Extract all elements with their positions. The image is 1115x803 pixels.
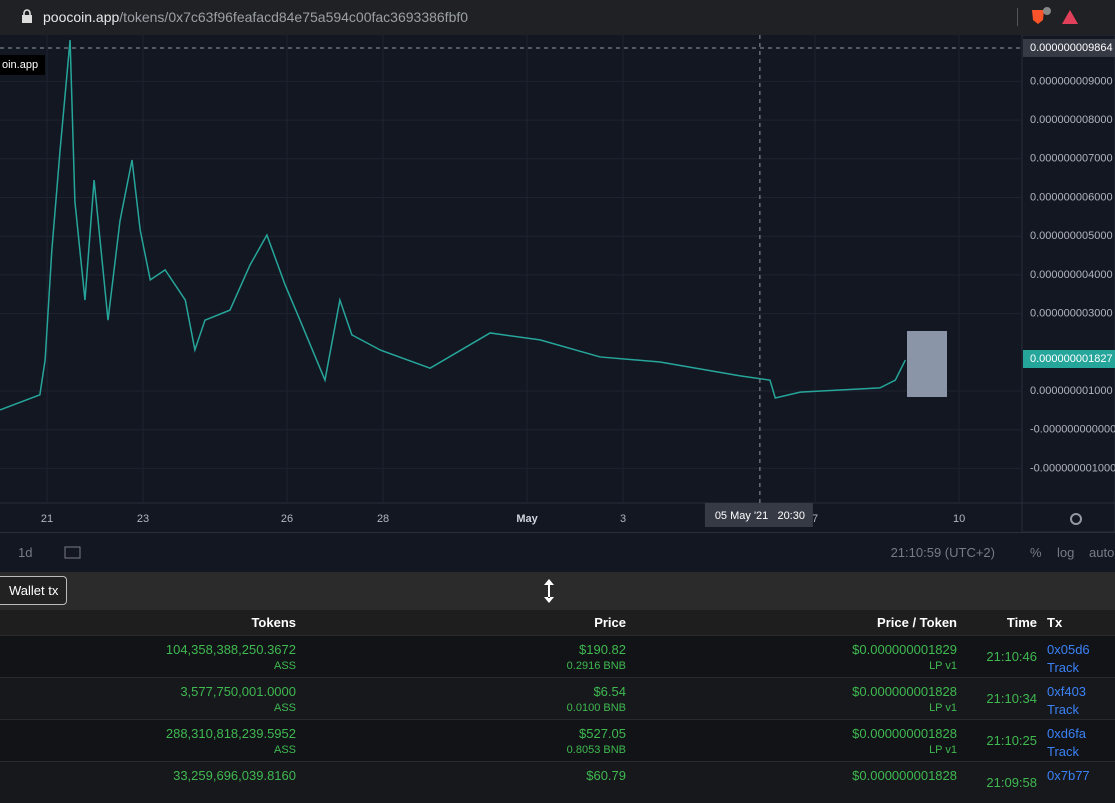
watermark: oin.app	[2, 59, 38, 71]
price-axis	[1021, 35, 1115, 532]
crosshair-x-box	[704, 503, 813, 527]
column-header: Price / Token	[877, 615, 957, 630]
divider	[1017, 8, 1018, 26]
logo-image	[907, 331, 947, 397]
crosshair-y-label: 0.000000009864	[1030, 42, 1113, 54]
table-row: 3,577,750,001.0000 ASS $6.54 0.0100 BNB $0.0…	[0, 677, 1115, 719]
lock-icon	[22, 9, 32, 23]
price-chart[interactable]: 0.000000009000 0.000000008000 0.0000000070…	[0, 35, 1115, 532]
table-row: 33,259,696,039.8160 $60.79 $0.000000001828…	[0, 761, 1115, 803]
last-price-box	[1023, 349, 1115, 368]
x-tick-label: 10	[953, 513, 965, 525]
interval-button[interactable]: 1d	[18, 545, 33, 560]
cell: LP v1	[929, 744, 957, 756]
x-tick-label: 3	[620, 513, 626, 525]
y-tick-label: 0.000000007000	[1030, 153, 1113, 165]
column-header: Time	[1006, 615, 1037, 630]
cell: $0.000000001828	[852, 684, 957, 699]
y-tick-label: 0.000000009000	[1030, 75, 1113, 87]
cell: $190.82	[579, 642, 626, 657]
x-tick-label: May	[516, 513, 538, 525]
column-header: Tx	[1047, 615, 1063, 630]
cell: $0.000000001828	[852, 726, 957, 741]
plot-area	[0, 35, 1022, 503]
cell: ASS	[273, 660, 296, 672]
table-row: 288,310,818,239.5952 ASS $527.05 0.8053 BNB…	[0, 719, 1115, 761]
column-header: Price	[594, 615, 626, 630]
cell: 0.0100 BNB	[566, 702, 626, 714]
x-tick-label: 7	[812, 513, 818, 525]
cell: $6.54	[593, 684, 626, 699]
x-tick-label: 28	[377, 513, 389, 525]
cell: 21:10:46	[986, 649, 1037, 664]
last-price-label: 0.000000001827	[1030, 353, 1113, 365]
cell: 3,577,750,001.0000	[180, 684, 296, 699]
cell: ASS	[273, 744, 296, 756]
tx-link[interactable]: Track	[1047, 660, 1080, 675]
y-tick-label: 0.000000006000	[1030, 191, 1113, 203]
cell: 21:10:34	[986, 691, 1037, 706]
cell: $0.000000001829	[852, 642, 957, 657]
cell: ASS	[273, 702, 296, 714]
log-button[interactable]: log	[1057, 545, 1075, 560]
cell: 104,358,388,250.3672	[165, 642, 296, 657]
percent-button[interactable]: %	[1030, 545, 1042, 560]
resize-icon[interactable]	[542, 578, 556, 604]
tx-link[interactable]: 0x7b77	[1047, 768, 1090, 783]
crosshair-x-label: 05 May '21 20:30	[715, 510, 805, 522]
cell: LP v1	[929, 660, 957, 672]
cell: 288,310,818,239.5952	[165, 726, 296, 741]
column-header: Tokens	[251, 615, 296, 630]
tx-link[interactable]: Track	[1047, 702, 1080, 717]
tx-link[interactable]: Track	[1047, 744, 1080, 759]
y-tick-label: 0.000000003000	[1030, 308, 1113, 320]
url-path: /tokens/0x7c63f96feafacd84e75a594c00fac3…	[119, 9, 469, 25]
tx-link[interactable]: 0x05d6	[1047, 642, 1090, 657]
panel-handle: Wallet tx	[0, 572, 1115, 610]
y-tick-label: -0.000000000000	[1030, 424, 1115, 436]
cell: 21:09:58	[986, 775, 1037, 790]
y-tick-label: 0.000000001000	[1030, 385, 1113, 397]
url[interactable]: poocoin.app/tokens/0x7c63f96feafacd84e75…	[43, 9, 468, 25]
y-tick-label: -0.000000001000	[1030, 462, 1115, 474]
cell: LP v1	[929, 702, 957, 714]
auto-button[interactable]: auto	[1089, 545, 1115, 560]
address-bar: poocoin.app/tokens/0x7c63f96feafacd84e75…	[0, 0, 1115, 35]
tx-link[interactable]: 0xf403	[1047, 684, 1087, 699]
cell: $527.05	[579, 726, 626, 741]
cell: 0.8053 BNB	[566, 744, 626, 756]
settings-icon[interactable]	[1070, 513, 1082, 525]
cell: $60.79	[586, 768, 626, 783]
url-host: poocoin.app	[43, 9, 120, 25]
crosshair-y-box	[1023, 38, 1115, 57]
y-tick-label: 0.000000004000	[1030, 269, 1113, 281]
compare-icon[interactable]	[64, 544, 82, 560]
y-tick-label: 0.000000005000	[1030, 230, 1113, 242]
y-tick-label: 0.000000008000	[1030, 114, 1113, 126]
cell: 21:10:25	[986, 733, 1037, 748]
x-tick-label: 21	[41, 513, 53, 525]
cell: 0.2916 BNB	[566, 660, 626, 672]
cell: 33,259,696,039.8160	[173, 768, 296, 783]
clock: 21:10:59 (UTC+2)	[890, 545, 995, 560]
price-line	[0, 39, 907, 411]
table-row: 104,358,388,250.3672 ASS $190.82 0.2916 BNB…	[0, 635, 1115, 677]
extension-icons[interactable]	[1030, 7, 1078, 27]
x-tick-label: 23	[137, 513, 149, 525]
chart-toolbar: 1d 21:10:59 (UTC+2) % log auto	[0, 532, 1115, 573]
x-tick-label: 26	[281, 513, 293, 525]
cell: $0.000000001828	[852, 768, 957, 783]
tx-link[interactable]: 0xd6fa	[1047, 726, 1087, 741]
watermark-box	[0, 55, 45, 75]
wallet-tx-tab[interactable]: Wallet tx	[0, 576, 68, 605]
table-header: Tokens Price Price / Token Time Tx	[0, 610, 1115, 635]
